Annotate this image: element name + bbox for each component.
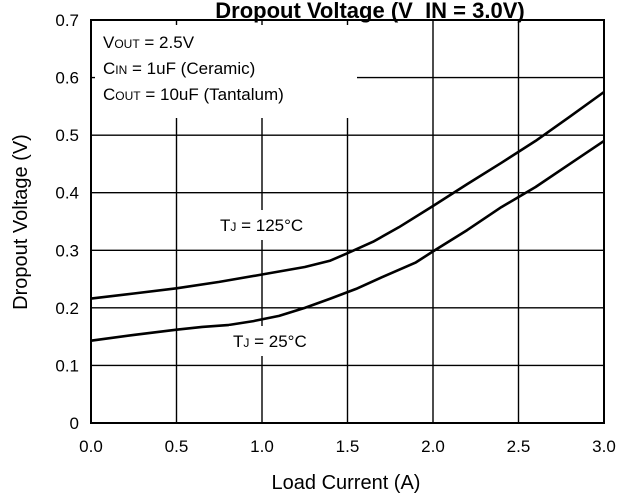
condition-line: CIN = 1uF (Ceramic) (103, 59, 255, 78)
y-axis-label: Dropout Voltage (V) (10, 134, 32, 310)
chart-title-group: Dropout Voltage (V_IN = 3.0V) (215, 0, 524, 23)
y-tick-label: 0.4 (55, 184, 79, 203)
x-tick-label: 3.0 (592, 437, 616, 456)
series-label-background (229, 326, 339, 356)
y-tick-labels: 0 0.1 0.2 0.3 0.4 0.5 0.6 0.7 (55, 11, 79, 433)
y-tick-label: 0.5 (55, 126, 79, 145)
series-label-background (216, 210, 345, 240)
x-axis-label: Load Current (A) (272, 472, 421, 494)
series-label: TJ = 125°C (220, 216, 303, 235)
x-tick-label: 2.5 (507, 437, 531, 456)
conditions-background (95, 25, 357, 118)
y-tick-label: 0.2 (55, 299, 79, 318)
x-tick-label: 2.0 (421, 437, 445, 456)
y-tick-label: 0.7 (55, 11, 79, 30)
y-tick-label: 0.3 (55, 241, 79, 260)
x-tick-label: 1.5 (336, 437, 360, 456)
condition-line: COUT = 10uF (Tantalum) (103, 85, 284, 104)
x-tick-label: 1.0 (250, 437, 274, 456)
plot-frame (90, 19, 605, 424)
condition-line: VOUT = 2.5V (103, 33, 195, 52)
conditions-annotation: VOUT = 2.5V CIN = 1uF (Ceramic) COUT = 10u… (95, 25, 357, 118)
y-tick-label: 0 (70, 414, 79, 433)
chart-title: Dropout Voltage (V_IN = 3.0V) (215, 0, 524, 23)
series-line-0 (90, 90, 605, 300)
x-tick-label: 0.0 (79, 437, 103, 456)
series-labels: TJ = 125°C TJ = 25°C (216, 210, 345, 356)
y-tick-label: 0.6 (55, 69, 79, 88)
grid-lines (91, 20, 604, 423)
series-line-1 (90, 139, 605, 342)
series-layer (90, 90, 605, 342)
x-tick-labels: 0.0 0.5 1.0 1.5 2.0 2.5 3.0 (79, 437, 616, 456)
x-tick-label: 0.5 (165, 437, 189, 456)
series-label: TJ = 25°C (233, 332, 307, 351)
y-tick-label: 0.1 (55, 356, 79, 375)
